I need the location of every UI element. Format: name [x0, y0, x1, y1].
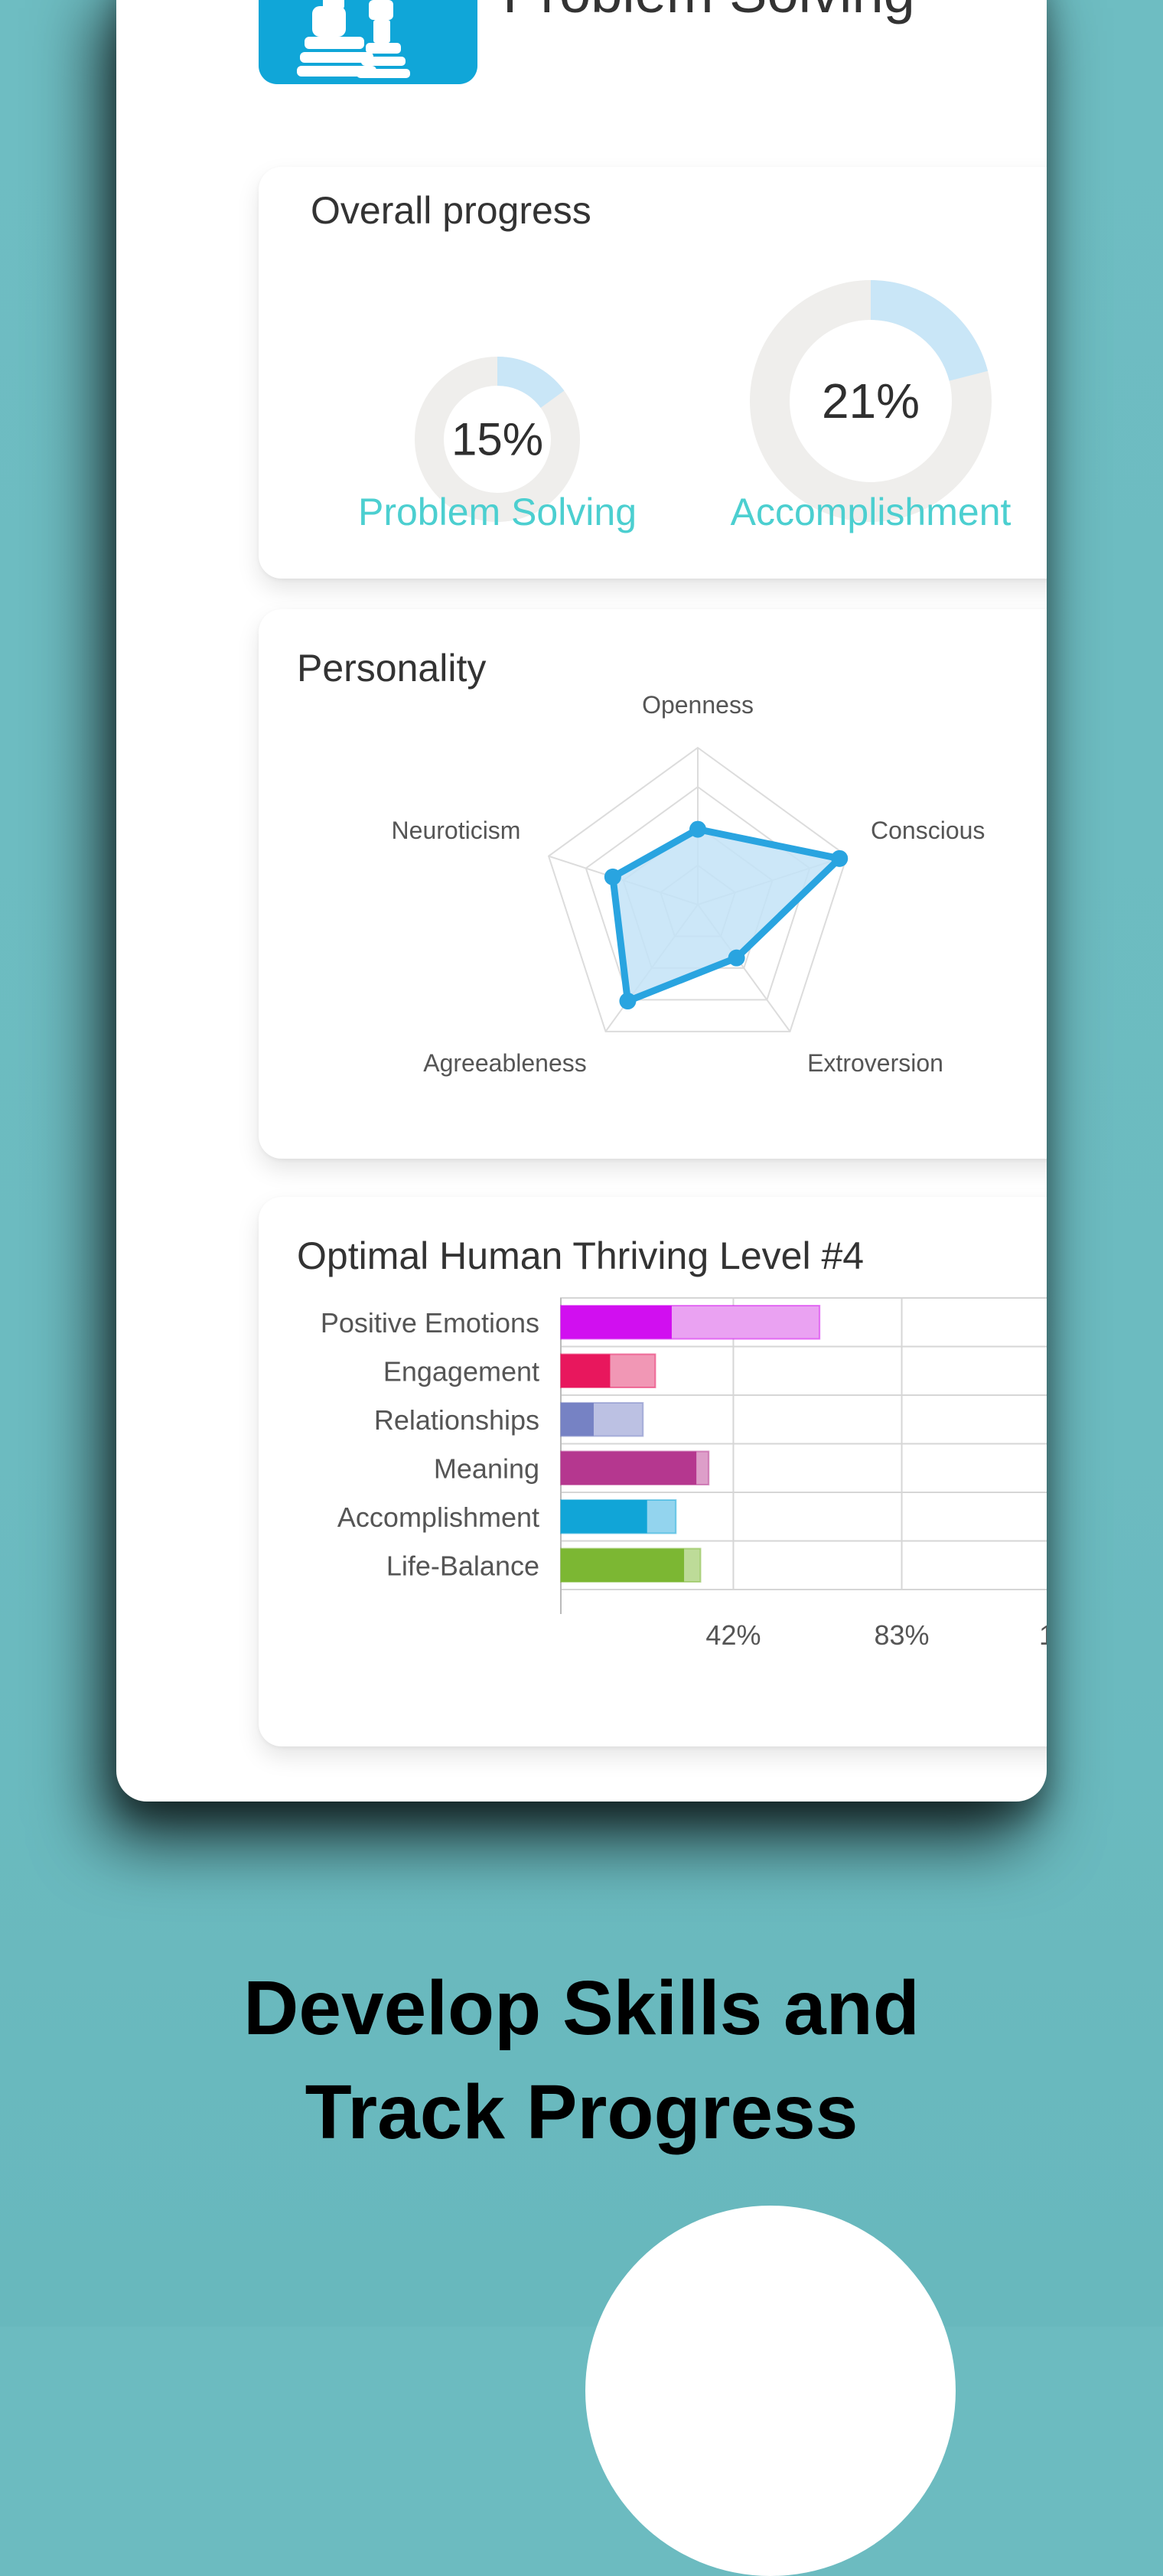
bar-category-label: Meaning: [434, 1453, 539, 1484]
tagline-line-1: Develop Skills and: [243, 1965, 920, 2051]
donut-label-accomplishment: Accomplishment: [730, 491, 1012, 533]
bar-category-label: Accomplishment: [337, 1502, 539, 1533]
decorative-circle: [585, 2206, 956, 2576]
radar-grid-ring: [547, 746, 849, 1032]
radar-axis-label: Extroversion: [807, 1049, 943, 1077]
radar-point-neuroticism: [604, 868, 621, 885]
bar-x-tick-label: 125%: [1039, 1619, 1047, 1651]
personality-title: Personality: [297, 647, 487, 690]
thriving-title: Optimal Human Thriving Level #4: [297, 1234, 865, 1277]
radar-point-extroversion: [728, 949, 745, 967]
radar-point-conscious: [831, 849, 849, 867]
bar-category-label: Engagement: [383, 1355, 539, 1387]
donut-value-accomplishment: 21%: [821, 373, 920, 429]
radar-point-agreeableness: [619, 993, 637, 1010]
tagline-line-2: Track Progress: [305, 2069, 858, 2155]
radar-axis-label: Openness: [642, 691, 754, 719]
bar-category-label: Positive Emotions: [321, 1307, 539, 1339]
donut-arc-accomplishment: [870, 280, 989, 382]
personality-card: Personality Openness Conscious Extroversio…: [259, 609, 1047, 1159]
donut-label-problem-solving: Problem Solving: [357, 491, 637, 533]
bar-current: [561, 1548, 685, 1582]
donut-arc-problem-solving: [497, 357, 565, 409]
tagline: Develop Skills and Track Progress: [0, 1956, 1163, 2164]
radar-axis-label: Conscious: [871, 817, 985, 844]
bar-category-label: Relationships: [374, 1404, 539, 1436]
thriving-bar-chart: Positive Emotions Engagement Relationships…: [321, 1297, 1047, 1651]
header-icon-tile: [259, 0, 477, 84]
bar-current: [561, 1354, 611, 1387]
thriving-card: Optimal Human Thriving Level #4 Positive…: [259, 1197, 1047, 1746]
chess-pieces-icon: [297, 0, 410, 78]
radar-axis-label: Agreeableness: [423, 1049, 586, 1077]
radar-point-openness: [689, 820, 706, 838]
bar-category-label: Life-Balance: [386, 1550, 539, 1581]
progress-donuts: [415, 280, 992, 522]
bar-current: [561, 1500, 647, 1534]
bar-x-tick-label: 83%: [875, 1619, 930, 1651]
bar-x-tick-label: 42%: [705, 1619, 761, 1651]
radar-series-area: [609, 826, 843, 1005]
overall-progress-card: Overall progress 15% 21% Problem Solving…: [259, 167, 1047, 579]
bar-current: [561, 1306, 672, 1339]
radar-axis-label: Neuroticism: [392, 817, 521, 844]
phone-screen: Problem Solving Overall progress 15% 21%…: [116, 0, 1047, 1802]
bar-current: [561, 1451, 697, 1485]
personality-radar-chart: Openness Conscious Extroversion Agreeablene…: [392, 691, 985, 1077]
donut-value-problem-solving: 15%: [451, 413, 544, 465]
bar-current: [561, 1403, 594, 1436]
overall-progress-title: Overall progress: [311, 189, 591, 232]
page-title: Problem Solving: [503, 0, 915, 25]
